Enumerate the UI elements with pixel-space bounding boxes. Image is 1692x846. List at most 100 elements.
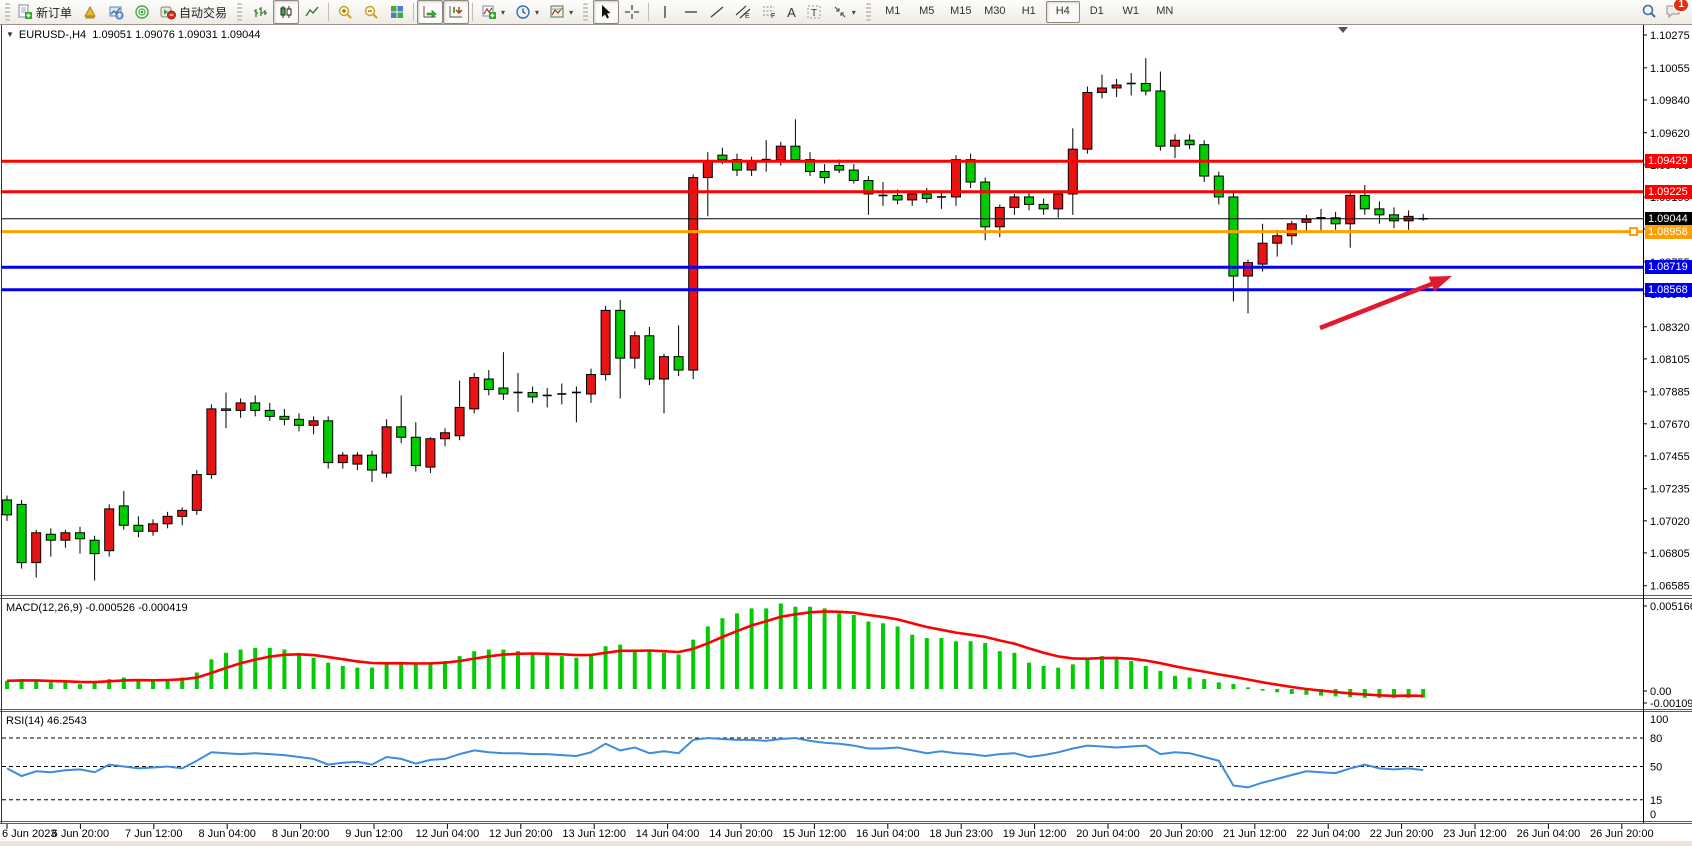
horizontal-line-tool-button[interactable] [678, 0, 704, 24]
templates-button[interactable]: ▾ [544, 0, 578, 24]
zoom-in-button[interactable] [332, 0, 358, 24]
time-axis-label[interactable]: 21 Jun 12:00 [1223, 828, 1287, 840]
toolbar-grip[interactable] [5, 3, 10, 21]
crosshair-tool-button[interactable] [619, 0, 645, 24]
timeframe-M5[interactable]: M5 [919, 5, 935, 17]
candle-body [425, 438, 436, 468]
time-axis-label[interactable]: 20 Jun 04:00 [1076, 828, 1140, 840]
time-axis-label[interactable]: 6 Jun 20:00 [52, 828, 110, 840]
publish-chart-button[interactable] [103, 0, 129, 24]
time-axis-label[interactable]: 7 Jun 12:00 [125, 828, 183, 840]
timeframe-W1[interactable]: W1 [1122, 5, 1140, 17]
tile-windows-button[interactable] [384, 0, 410, 24]
signals-button[interactable] [129, 0, 155, 24]
cursor-tool-button[interactable] [593, 0, 620, 24]
time-axis-label[interactable]: 22 Jun 04:00 [1296, 828, 1360, 840]
time-axis-label[interactable]: 8 Jun 20:00 [272, 828, 330, 840]
autotrading-button[interactable]: 自动交易 [155, 0, 232, 24]
candle-body [965, 159, 976, 183]
rsi-indicator-label: RSI(14) 46.2543 [6, 715, 87, 727]
time-axis-label[interactable]: 6 Jun 2023 [2, 828, 56, 840]
svg-text:E: E [745, 13, 750, 20]
time-axis-label[interactable]: 26 Jun 20:00 [1590, 828, 1654, 840]
timeframe-MN[interactable]: MN [1156, 5, 1174, 17]
time-axis-label[interactable]: 9 Jun 12:00 [345, 828, 403, 840]
time-axis-label[interactable]: 22 Jun 20:00 [1370, 828, 1434, 840]
candle-body [1359, 194, 1370, 210]
time-axis-label[interactable]: 12 Jun 20:00 [489, 828, 553, 840]
chart-shift-icon [448, 4, 464, 20]
time-axis-label[interactable]: 18 Jun 23:00 [929, 828, 993, 840]
annotation-arrow-head[interactable] [1428, 276, 1452, 292]
time-axis-label[interactable]: 13 Jun 12:00 [562, 828, 626, 840]
bar-chart-button[interactable] [247, 0, 273, 24]
search-icon[interactable] [1641, 3, 1657, 22]
candle-body [659, 356, 669, 380]
text-label-tool-button[interactable]: T [801, 0, 827, 24]
bar-chart-icon [252, 4, 268, 20]
candle-body [527, 391, 538, 398]
auto-scroll-button[interactable] [417, 0, 444, 24]
time-axis-label[interactable]: 26 Jun 04:00 [1517, 828, 1581, 840]
candle-body [60, 532, 71, 541]
timeframe-H1[interactable]: H1 [1021, 5, 1036, 17]
vertical-line-tool-button[interactable] [652, 0, 678, 24]
notifications-button[interactable]: 1 [1665, 0, 1689, 22]
toolbar-grip[interactable] [237, 3, 243, 21]
chart-shift-button[interactable] [443, 0, 470, 24]
timeframe-M30[interactable]: M30 [984, 5, 1006, 17]
time-axis-label[interactable]: 19 Jun 12:00 [1003, 828, 1067, 840]
indicators-button[interactable]: ▾ [476, 0, 510, 24]
toolbar-grip[interactable] [583, 3, 589, 21]
equidistant-channel-tool-button[interactable]: E [730, 0, 756, 24]
text-label-icon: T [806, 4, 822, 20]
price-axis-label: 1.07670 [1650, 419, 1690, 431]
trendline-tool-button[interactable] [704, 0, 730, 24]
candlestick-chart-button[interactable] [273, 0, 300, 24]
macd-signal-line [6, 610, 1424, 698]
time-axis-label[interactable]: 14 Jun 04:00 [636, 828, 700, 840]
timeframe-M15[interactable]: M15 [950, 5, 972, 17]
periods-clock-icon [515, 4, 531, 20]
candle-body [600, 309, 611, 376]
signals-icon [134, 4, 150, 20]
toolbar-grip[interactable] [865, 3, 871, 21]
arrows-tool-button[interactable]: ▾ [827, 0, 861, 24]
time-axis-label[interactable]: 16 Jun 04:00 [856, 828, 920, 840]
time-axis-label[interactable]: 20 Jun 20:00 [1150, 828, 1214, 840]
fibonacci-tool-button[interactable]: F [756, 0, 782, 24]
fibonacci-icon: F [761, 4, 777, 20]
text-tool-button[interactable]: A [782, 0, 801, 24]
timeframe-M1[interactable]: M1 [885, 5, 901, 17]
price-axis-label: 1.07455 [1650, 451, 1690, 463]
candle-body [1257, 242, 1268, 265]
time-axis-label[interactable]: 8 Jun 04:00 [198, 828, 256, 840]
rsi-axis-label: 15 [1650, 795, 1662, 807]
time-axis-label[interactable]: 14 Jun 20:00 [709, 828, 773, 840]
time-axis-label[interactable]: 12 Jun 04:00 [416, 828, 480, 840]
candle-body [1097, 87, 1107, 93]
time-axis-label[interactable]: 23 Jun 12:00 [1443, 828, 1507, 840]
candle-body [162, 515, 173, 525]
candle-body [308, 420, 319, 426]
candle-body [1213, 175, 1224, 198]
quick-trade-toggle-icon[interactable]: ▼ [6, 30, 14, 39]
periods-button[interactable]: ▾ [510, 0, 544, 24]
line-chart-button[interactable] [299, 0, 325, 24]
timeframe-H4[interactable]: H4 [1045, 1, 1080, 23]
price-axis-label: 1.08105 [1650, 354, 1690, 366]
price-axis-label: 1.10275 [1650, 30, 1690, 42]
new-order-button[interactable]: 新订单 [12, 0, 77, 24]
candle-body [980, 181, 991, 228]
arrows-tool-icon [832, 4, 848, 20]
time-axis-label[interactable]: 15 Jun 12:00 [783, 828, 847, 840]
candle-body [994, 206, 1005, 228]
annotation-arrow-shaft[interactable] [1319, 279, 1438, 331]
candle-body [790, 145, 801, 161]
zoom-out-button[interactable] [358, 0, 384, 24]
chart-shift-marker[interactable] [1338, 27, 1348, 33]
timeframe-D1[interactable]: D1 [1089, 5, 1104, 17]
market-depth-button[interactable] [77, 0, 103, 24]
orange-line-handle[interactable] [1629, 227, 1638, 237]
